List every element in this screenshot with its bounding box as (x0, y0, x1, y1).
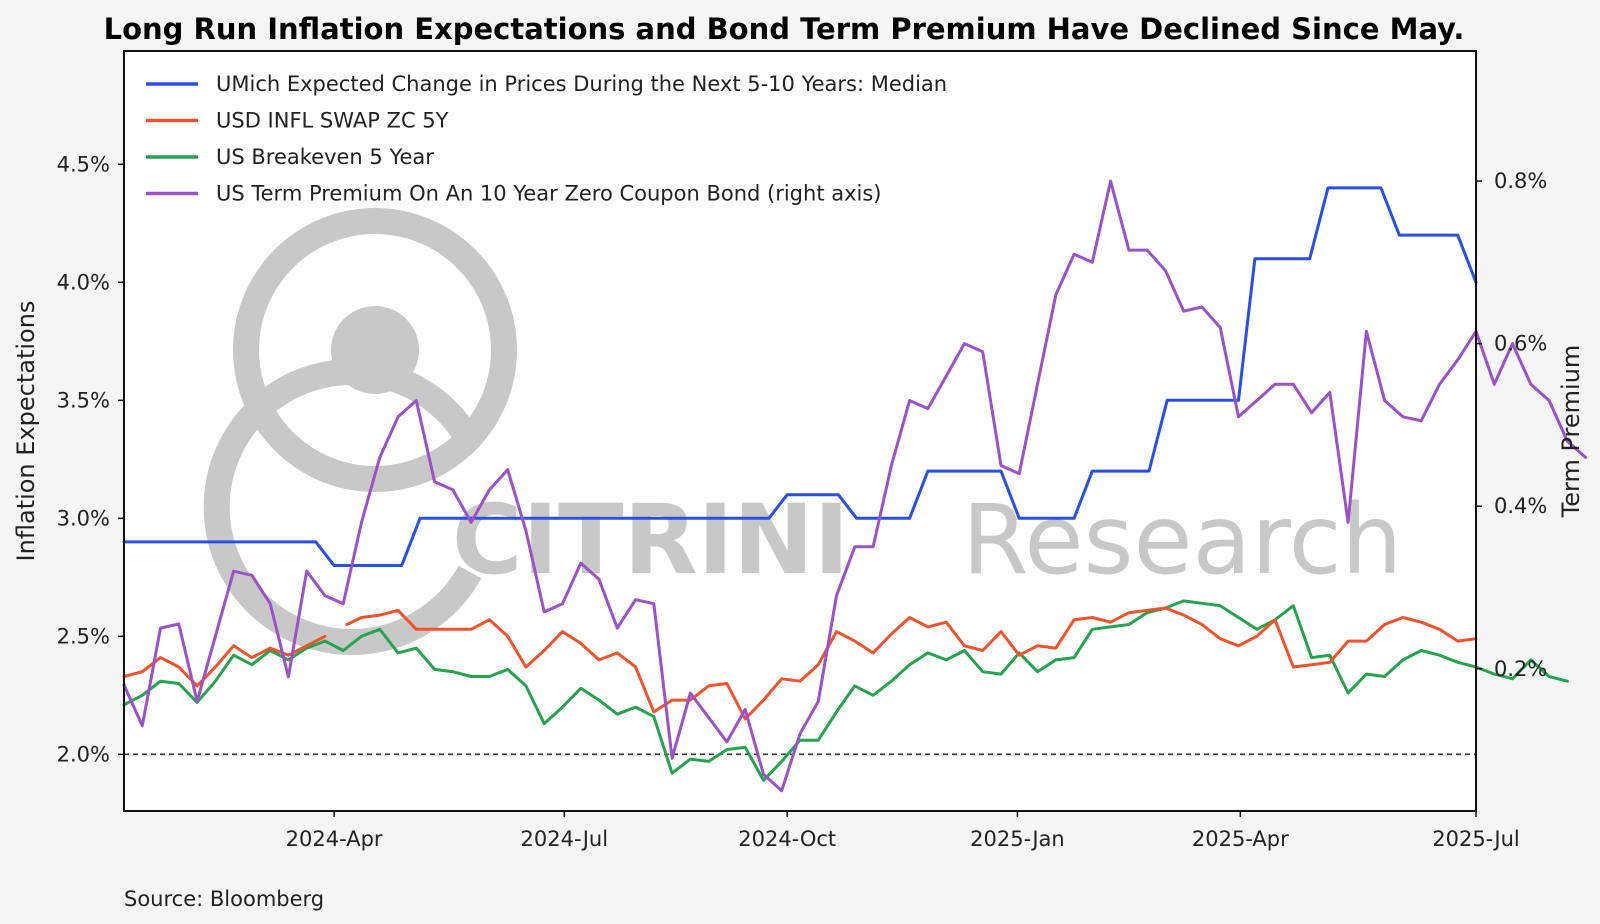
legend-label: USD INFL SWAP ZC 5Y (216, 109, 449, 133)
x-axis-ticks: 2024-Apr 2024-Jul 2024-Oct 2025-Jan 2025-Apr… (286, 811, 1520, 851)
right-tick-label: 0.8% (1494, 169, 1547, 193)
x-tick-label: 2025-Jan (970, 827, 1065, 851)
watermark-arc (203, 359, 482, 655)
x-tick-label: 2025-Apr (1192, 827, 1289, 851)
legend-label: US Breakeven 5 Year (216, 145, 434, 169)
left-tick-label: 3.5% (57, 388, 110, 412)
left-tick-label: 4.0% (57, 270, 110, 294)
x-tick-label: 2024-Jul (521, 827, 609, 851)
right-tick-label: 0.4% (1494, 494, 1547, 518)
watermark: CITRINI Research (203, 208, 1402, 655)
x-tick-label: 2025-Jul (1432, 827, 1520, 851)
plot-background (124, 51, 1476, 811)
right-tick-label: 0.6% (1494, 332, 1547, 356)
chart-title: Long Run Inflation Expectations and Bond… (104, 12, 1465, 46)
right-axis-label: Term Premium (1557, 345, 1585, 519)
left-tick-label: 3.0% (57, 506, 110, 530)
watermark-brand: CITRINI (452, 484, 849, 596)
series-line-usd-infl-swap-zc-5y (345, 606, 1478, 721)
series-line-umich-expected-change-in-prices-during-t (122, 186, 1478, 567)
x-tick-label: 2024-Apr (286, 827, 383, 851)
left-axis-label: Inflation Expectations (12, 301, 40, 562)
right-tick-label: 0.2% (1494, 657, 1547, 681)
plot-frame (123, 50, 1477, 812)
left-tick-label: 2.0% (57, 742, 110, 766)
x-tick-label: 2024-Oct (738, 827, 836, 851)
right-axis-ticks: 0.2% 0.4% 0.6% 0.8% (1476, 169, 1547, 681)
left-tick-label: 2.5% (57, 624, 110, 648)
watermark-suffix: Research (962, 484, 1402, 596)
left-tick-label: 4.5% (57, 152, 110, 176)
legend: UMich Expected Change in Prices During t… (146, 72, 947, 206)
left-axis-ticks: 2.0% 2.5% 3.0% 3.5% 4.0% 4.5% (57, 152, 124, 766)
legend-label: UMich Expected Change in Prices During t… (216, 72, 947, 96)
legend-label: US Term Premium On An 10 Year Zero Coupo… (216, 182, 882, 206)
series-lines (122, 179, 1588, 793)
series-line-us-term-premium-on-an-10-year-zero-coupo (122, 179, 1588, 793)
series-line-us-breakeven-5-year (122, 599, 1569, 782)
source-note: Source: Bloomberg (124, 887, 324, 911)
